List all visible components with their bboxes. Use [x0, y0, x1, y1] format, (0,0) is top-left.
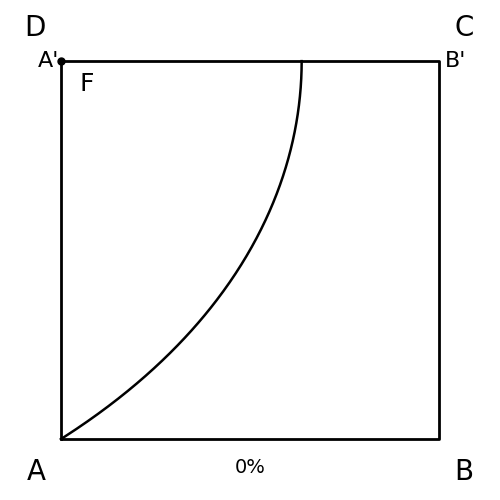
Text: D: D — [24, 14, 46, 42]
Text: 0%: 0% — [234, 458, 266, 477]
Text: B: B — [454, 458, 473, 486]
Text: A: A — [27, 458, 46, 486]
Text: B': B' — [445, 51, 466, 71]
Text: A': A' — [38, 51, 59, 71]
Text: F: F — [80, 72, 94, 96]
Text: C: C — [454, 14, 473, 42]
